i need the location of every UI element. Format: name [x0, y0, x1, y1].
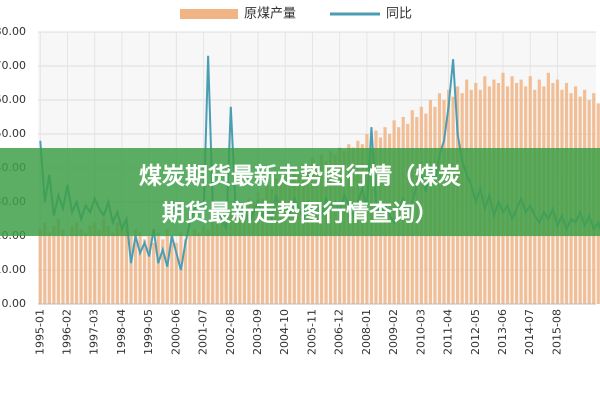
- bar: [174, 242, 178, 304]
- x-tick-label: 1999-05: [142, 309, 155, 355]
- bar: [52, 225, 56, 304]
- banner-title: 煤炭期货最新走势图行情（煤炭: [139, 163, 461, 190]
- y-tick-label: 60.00: [0, 93, 26, 106]
- bar: [283, 174, 287, 304]
- x-tick-label: 2002-08: [224, 309, 237, 355]
- bar: [88, 225, 92, 304]
- bar: [65, 236, 70, 304]
- bar: [133, 229, 138, 304]
- x-tick-label: 1995-01: [33, 309, 46, 355]
- banner-bg: [0, 148, 600, 236]
- bar: [192, 229, 197, 304]
- x-tick-label: 2013-06: [496, 309, 509, 355]
- x-tick-label: 2015-08: [550, 309, 563, 355]
- bar: [129, 236, 133, 304]
- y-tick-label: 80.00: [0, 25, 26, 38]
- bar: [74, 222, 79, 304]
- bar: [197, 232, 201, 304]
- bar: [233, 212, 237, 304]
- bar: [147, 236, 151, 304]
- bar: [120, 229, 124, 304]
- banner: 煤炭期货最新走势图行情（煤炭 期货最新走势图行情查询）: [0, 148, 600, 236]
- y-tick-label: 0.00: [2, 297, 27, 310]
- bar: [288, 178, 292, 304]
- x-tick-label: 2003-09: [251, 309, 264, 355]
- bar: [93, 222, 97, 304]
- bar: [256, 191, 260, 304]
- bar: [97, 229, 101, 304]
- x-tick-label: 2004-10: [278, 309, 291, 355]
- bar: [79, 229, 83, 304]
- bar: [156, 232, 160, 304]
- bar: [211, 219, 215, 304]
- bar: [102, 219, 106, 304]
- bar: [38, 229, 42, 304]
- bar: [206, 229, 210, 304]
- x-tick-label: 2006-12: [333, 309, 346, 355]
- bar: [61, 229, 65, 304]
- bar: [297, 174, 301, 304]
- bar: [215, 222, 219, 304]
- bar: [260, 198, 265, 304]
- bar: [106, 225, 110, 304]
- bar: [70, 225, 74, 304]
- bar: [84, 232, 88, 304]
- legend: 原煤产量 同比: [180, 7, 412, 22]
- x-tick-label: 1998-04: [115, 309, 128, 355]
- bar: [201, 225, 206, 304]
- bar: [56, 219, 61, 304]
- x-tick-label: 2001-07: [197, 309, 210, 355]
- x-tick-label: 1997-03: [88, 309, 101, 355]
- bar: [111, 232, 115, 304]
- bar: [238, 202, 242, 304]
- legend-swatch: [180, 9, 238, 19]
- x-tick-label: 2012-05: [469, 309, 482, 355]
- bar: [251, 202, 256, 304]
- x-tick-label: 2000-06: [169, 309, 182, 355]
- bar: [152, 242, 156, 304]
- bar: [242, 205, 247, 304]
- y-tick-label: 50.00: [0, 127, 26, 140]
- bar: [183, 239, 188, 304]
- bar: [274, 178, 278, 304]
- x-tick-label: 2014-07: [523, 309, 536, 355]
- y-tick-label: 10.00: [0, 263, 26, 276]
- bar: [47, 232, 51, 304]
- x-tick-label: 2011-04: [442, 309, 455, 355]
- bar: [188, 236, 192, 304]
- bar: [138, 232, 142, 304]
- legend-label: 原煤产量: [244, 7, 296, 22]
- x-tick-label: 2009-02: [387, 309, 400, 355]
- bar: [229, 208, 233, 304]
- y-tick-label: 70.00: [0, 59, 26, 72]
- bar: [43, 222, 47, 304]
- bar: [224, 215, 228, 304]
- x-tick-label: 2008-01: [360, 309, 373, 355]
- bar: [115, 222, 119, 304]
- legend-label: 同比: [386, 7, 412, 22]
- bar: [265, 185, 269, 304]
- bar: [170, 236, 174, 304]
- x-tick-label: 1996-02: [60, 309, 73, 355]
- x-tick-label: 2010-03: [414, 309, 427, 355]
- bar: [124, 225, 129, 304]
- bar: [247, 198, 251, 304]
- bar: [279, 181, 283, 304]
- bar: [161, 239, 165, 304]
- banner-title: 期货最新走势图行情查询）: [162, 200, 438, 227]
- x-tick-label: 2005-11: [305, 309, 318, 355]
- bar: [220, 212, 224, 304]
- bar: [270, 188, 274, 304]
- bar: [143, 239, 147, 304]
